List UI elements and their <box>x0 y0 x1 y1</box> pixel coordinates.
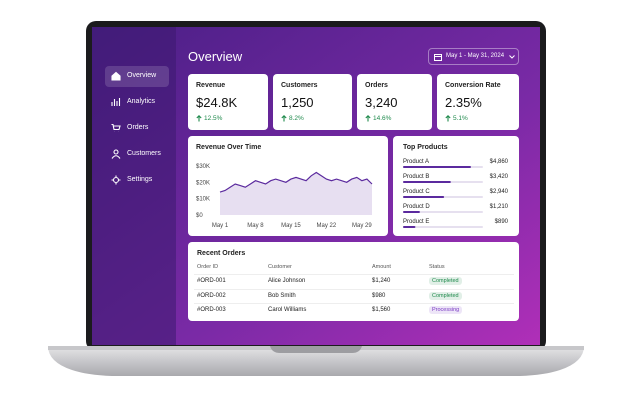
kpi-change: 5.1% <box>453 115 468 122</box>
row-divider <box>194 274 514 275</box>
status-badge: Completed <box>429 277 462 285</box>
kpi-value: 2.35% <box>445 95 482 110</box>
sidebar-bg <box>92 27 176 345</box>
order-id: #ORD-003 <box>197 307 226 313</box>
row-divider <box>194 303 514 304</box>
date-range: May 1 - May 31, 2024 <box>446 53 505 59</box>
order-customer: Alice Johnson <box>268 278 306 284</box>
nav-icon <box>111 123 121 133</box>
nav-icon <box>111 175 121 185</box>
kpi-card: Customers 1,250 8.2% <box>273 74 352 130</box>
kpi-card: Conversion Rate 2.35% 5.1% <box>437 74 519 130</box>
order-id: #ORD-001 <box>197 278 226 284</box>
row-divider <box>194 288 514 290</box>
nav-item[interactable]: Settings <box>127 176 153 183</box>
revenue-card: Revenue Over Time <box>188 136 388 236</box>
column-header: Amount <box>372 264 391 270</box>
order-amount: $1,240 <box>372 278 391 284</box>
notch <box>270 346 362 353</box>
orders-title: Recent Orders <box>197 250 246 257</box>
kpi-value: $24.8K <box>196 95 238 110</box>
chevron <box>509 55 515 59</box>
kpi-change: 12.5% <box>204 115 223 122</box>
chart-title: Revenue Over Time <box>196 144 262 151</box>
kpi-label: Orders <box>365 82 388 89</box>
up-arrow <box>196 115 202 122</box>
order-customer: Carol Williams <box>268 307 307 313</box>
laptop-base <box>48 346 584 376</box>
column-header: Order ID <box>197 264 219 270</box>
nav-item[interactable]: Orders <box>127 124 149 131</box>
order-amount: $980 <box>372 292 386 299</box>
up-arrow <box>365 115 371 122</box>
up-arrow <box>445 115 451 122</box>
kpi-change: 8.2% <box>289 115 304 122</box>
order-amount: $1,560 <box>372 307 391 313</box>
kpi-label: Customers <box>281 82 318 89</box>
products-card: Top Products <box>393 136 519 236</box>
orders-card: Recent Orders <box>188 242 519 321</box>
active-nav <box>105 66 169 87</box>
calendar-icon <box>434 54 442 61</box>
kpi-card: Revenue $24.8K 12.5% <box>188 74 268 130</box>
kpi-value: 3,240 <box>365 95 398 110</box>
kpi-change: 14.6% <box>373 115 392 122</box>
status-badge: Completed <box>429 291 462 300</box>
nav-icon <box>111 98 121 106</box>
up-arrow <box>281 115 287 122</box>
date-picker[interactable]: May 1 - May 31, 2024 <box>428 48 519 65</box>
kpi-label: Conversion Rate <box>445 82 501 89</box>
kpi-label: Revenue <box>196 82 226 89</box>
order-customer: Bob Smith <box>268 292 296 299</box>
column-header: Customer <box>268 264 292 270</box>
page-title: Overview <box>188 49 243 64</box>
order-id: #ORD-002 <box>197 292 226 299</box>
nav-icon <box>111 149 121 159</box>
status-badge: Processing <box>429 306 463 314</box>
nav-item[interactable]: Analytics <box>127 98 156 105</box>
kpi-card: Orders 3,240 14.6% <box>357 74 432 130</box>
column-header: Status <box>429 264 445 270</box>
nav-item[interactable]: Overview <box>127 72 157 79</box>
nav-item[interactable]: Customers <box>127 150 161 157</box>
kpi-value: 1,250 <box>281 95 314 110</box>
nav-icon <box>111 71 121 81</box>
products-title: Top Products <box>403 144 448 151</box>
